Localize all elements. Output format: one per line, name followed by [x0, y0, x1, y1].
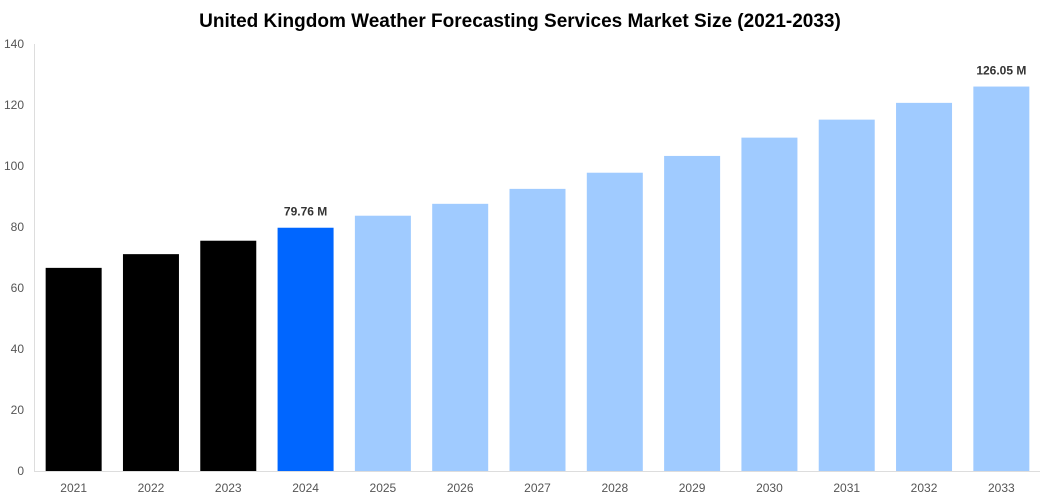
bar-2022 — [122, 254, 179, 471]
bar-2027 — [509, 188, 566, 471]
data-label: 79.76 M — [284, 205, 327, 219]
y-axis-ticks: 0 20 40 60 80 100 120 140 — [4, 37, 24, 478]
x-tick-label: 2024 — [292, 481, 319, 495]
chart-title: United Kingdom Weather Forecasting Servi… — [199, 11, 841, 32]
y-tick-label: 60 — [11, 281, 25, 295]
x-tick-label: 2022 — [138, 481, 165, 495]
y-tick-label: 140 — [4, 37, 24, 51]
y-tick-label: 100 — [4, 159, 24, 173]
bar-2028 — [586, 172, 643, 471]
y-tick-label: 120 — [4, 98, 24, 112]
y-tick-label: 40 — [11, 342, 25, 356]
x-tick-label: 2031 — [833, 481, 860, 495]
x-tick-label: 2028 — [601, 481, 628, 495]
x-tick-label: 2023 — [215, 481, 242, 495]
y-tick-label: 20 — [11, 403, 25, 417]
bar-2023 — [200, 240, 257, 471]
x-tick-label: 2026 — [447, 481, 474, 495]
bar-2025 — [354, 215, 411, 471]
y-tick-label: 0 — [17, 464, 24, 478]
data-labels: 79.76 M 126.05 M — [284, 64, 1026, 219]
bar-2024 — [277, 227, 334, 471]
x-tick-label: 2021 — [60, 481, 87, 495]
bars — [45, 86, 1030, 472]
bar-2021 — [45, 267, 102, 471]
x-tick-label: 2033 — [988, 481, 1015, 495]
bar-2031 — [818, 119, 875, 471]
x-tick-label: 2032 — [911, 481, 938, 495]
bar-2030 — [741, 137, 798, 471]
x-axis-ticks: 2021 2022 2023 2024 2025 2026 2027 2028 2029 2030… — [60, 481, 1015, 495]
bar-2033 — [973, 86, 1030, 472]
bar-2029 — [664, 155, 721, 471]
x-tick-label: 2025 — [370, 481, 397, 495]
y-tick-label: 80 — [11, 220, 25, 234]
x-tick-label: 2027 — [524, 481, 551, 495]
x-tick-label: 2029 — [679, 481, 706, 495]
bar-2032 — [896, 102, 953, 472]
bar-2026 — [432, 203, 489, 471]
data-label: 126.05 M — [976, 64, 1026, 78]
x-tick-label: 2030 — [756, 481, 783, 495]
